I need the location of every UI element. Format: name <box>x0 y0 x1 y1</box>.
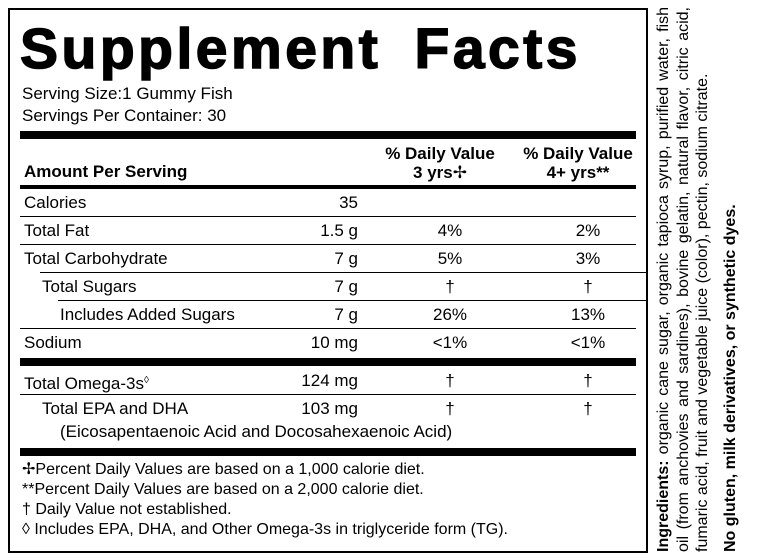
nutrient: Includes Added Sugars <box>60 305 235 324</box>
allergen-statement: No gluten, milk derivatives, or syntheti… <box>721 204 739 552</box>
dv-4yrs: † <box>583 277 593 296</box>
medium-rule <box>20 185 636 189</box>
dv-3yrs: 4% <box>437 221 463 240</box>
row: Total Sugars 7 g † † <box>20 273 636 300</box>
footnote: ✢Percent Daily Values are based on a 1,0… <box>22 461 425 478</box>
dv-3yrs: † <box>445 399 455 418</box>
amount: 124 mg <box>301 371 358 390</box>
row: Total Fat 1.5 g 4% 2% <box>20 217 636 245</box>
nutrient: Total EPA and DHA <box>42 399 189 418</box>
nutrient: Total Carbohydrate <box>24 249 168 268</box>
nutrient-subtext: (Eicosapentaenoic Acid and Docosahexaeno… <box>60 422 453 441</box>
header-amount: Amount Per Serving <box>24 162 188 181</box>
header-dv2-line: 4+ yrs** <box>546 163 610 182</box>
amount: 1.5 g <box>320 221 358 240</box>
servings-per-container: Servings Per Container: 30 <box>22 106 227 125</box>
nutrient: Total Fat <box>24 221 90 240</box>
amount: 7 g <box>334 305 358 324</box>
footnote-mark: ◊ <box>144 375 149 386</box>
row: Total Carbohydrate 7 g 5% 3% <box>20 245 636 272</box>
header-dv1-line: % Daily Value <box>385 144 495 163</box>
header-dv1-line: 3 yrs✢ <box>413 163 467 182</box>
dv-4yrs: 13% <box>570 305 606 324</box>
amount: 103 mg <box>301 399 358 418</box>
nutrient: Total Omega-3s◊ <box>24 371 149 394</box>
row-rule <box>40 272 646 273</box>
dv-4yrs: † <box>583 399 593 418</box>
footnote: **Percent Daily Values are based on a 2,… <box>22 481 424 498</box>
row-rule <box>58 300 646 301</box>
row: Sodium 10 mg <1% <1% <box>20 329 636 356</box>
nutrient: Calories <box>24 193 87 212</box>
dv-4yrs: <1% <box>570 333 606 352</box>
nutrient: Total Sugars <box>42 277 137 296</box>
ingredients-label: Ingredients: <box>655 460 672 552</box>
ingredients-column: Ingredients: organic cane sugar, organic… <box>654 7 776 552</box>
nutrient-name: Total Omega-3s <box>24 374 144 393</box>
footnote: † Daily Value not established. <box>22 501 232 518</box>
amount: 35 <box>339 193 358 212</box>
thick-rule <box>20 131 636 139</box>
amount: 7 g <box>334 277 358 296</box>
dv-4yrs: 3% <box>575 249 601 268</box>
row: Total EPA and DHA 103 mg † † (Eicosapent… <box>20 395 636 447</box>
dv-3yrs: 26% <box>432 305 468 324</box>
row: Total Omega-3s◊ 124 mg † † <box>20 367 636 395</box>
dv-4yrs: 2% <box>575 221 601 240</box>
serving-size: Serving Size:1 Gummy Fish <box>22 84 233 103</box>
thick-rule <box>20 448 636 456</box>
row: Includes Added Sugars 7 g 26% 13% <box>20 301 636 329</box>
dv-3yrs: † <box>445 371 455 390</box>
amount: 10 mg <box>310 333 358 352</box>
footnote: ◊ Includes EPA, DHA, and Other Omega-3s … <box>22 521 508 538</box>
header-dv2-line: % Daily Value <box>523 144 633 163</box>
dv-4yrs: † <box>583 371 593 390</box>
header-dv1: % Daily Value 3 yrs✢ <box>370 144 510 182</box>
row: Calories 35 <box>20 189 636 217</box>
dv-3yrs: 5% <box>437 249 463 268</box>
nutrient: Sodium <box>24 333 82 352</box>
ingredients: Ingredients: organic cane sugar, organic… <box>654 7 713 552</box>
amount: 7 g <box>334 249 358 268</box>
supplement-facts-panel: Supplement Facts Serving Size:1 Gummy Fi… <box>8 8 648 553</box>
thick-rule <box>20 358 636 366</box>
dv-3yrs: <1% <box>432 333 468 352</box>
dv-3yrs: † <box>445 277 455 296</box>
title: Supplement Facts <box>19 16 581 82</box>
header-dv2: % Daily Value 4+ yrs** <box>508 144 648 182</box>
